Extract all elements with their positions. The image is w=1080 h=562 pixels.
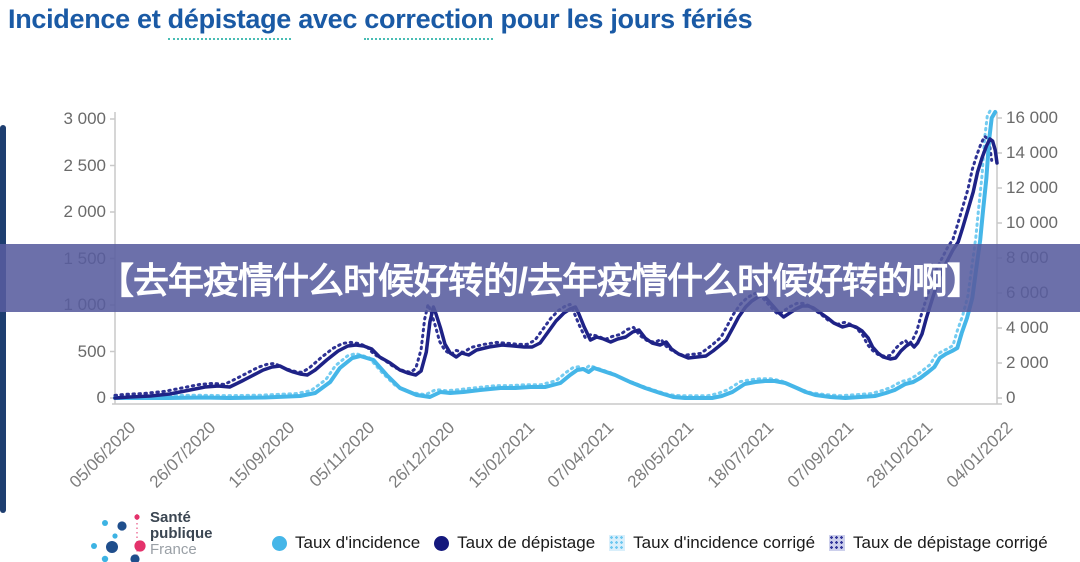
y-right-tick-label: 2 000: [1006, 353, 1049, 372]
legend-item: Taux d'incidence corrigé: [609, 533, 815, 553]
legend-item: Taux d'incidence: [272, 533, 420, 553]
legend-label: Taux de dépistage corrigé: [853, 533, 1048, 552]
title-underlined-word: dépistage: [167, 4, 291, 40]
legend-dotted-square-marker-icon: [609, 535, 626, 551]
title-text: avec: [291, 4, 365, 34]
series-taux-d-incidence: [113, 110, 998, 400]
page-title: Incidence et dépistage avec correction p…: [8, 4, 753, 40]
logo-line3: France: [150, 541, 197, 558]
y-right-tick-label: 14 000: [1006, 143, 1058, 162]
legend-item: Taux de dépistage: [434, 533, 595, 553]
y-left-tick-label: 2 500: [63, 155, 106, 175]
sante-publique-france-logo: Santé publique France: [80, 508, 265, 562]
legend-dotted-square-marker-icon: [829, 535, 846, 551]
y-right-tick-label: 10 000: [1006, 213, 1058, 232]
y-right-tick-label: 4 000: [1006, 318, 1049, 337]
logo-line2: publique: [150, 525, 213, 542]
legend-circle-marker-icon: [272, 535, 287, 551]
logo-text: Santé publique France: [150, 510, 213, 558]
y-left-tick-label: 0: [96, 388, 106, 407]
title-text: Incidence et: [8, 4, 168, 34]
title-text: pour les jours fériés: [493, 4, 753, 34]
overlay-banner: 【去年疫情什么时候好转的/去年疫情什么时候好转的啊】: [0, 244, 1080, 312]
legend-label: Taux d'incidence corrigé: [633, 533, 816, 552]
y-left-tick-label: 2 000: [63, 202, 106, 221]
y-right-tick-label: 12 000: [1006, 178, 1058, 197]
y-right-tick-label: 0: [1006, 388, 1016, 407]
legend-label: Taux de dépistage: [457, 533, 596, 552]
banner-text: 【去年疫情什么时候好转的/去年疫情什么时候好转的啊】: [97, 260, 983, 301]
logo-line1: Santé: [150, 509, 191, 526]
logo-dots-icon: [91, 514, 146, 562]
title-underlined-word: correction: [364, 4, 494, 40]
left-accent-bar: [0, 125, 6, 513]
y-left-tick-label: 500: [77, 341, 106, 361]
legend-item: Taux de dépistage corrigé: [829, 533, 1048, 553]
y-left-tick-label: 3 000: [63, 109, 106, 128]
chart-legend: Taux d'incidence Taux de dépistage Taux d'…: [272, 529, 1072, 557]
legend-label: Taux d'incidence: [295, 533, 421, 552]
legend-circle-marker-icon: [434, 535, 450, 551]
y-right-tick-label: 16 000: [1006, 108, 1058, 127]
series-taux-de-d-pistage: [113, 137, 999, 400]
